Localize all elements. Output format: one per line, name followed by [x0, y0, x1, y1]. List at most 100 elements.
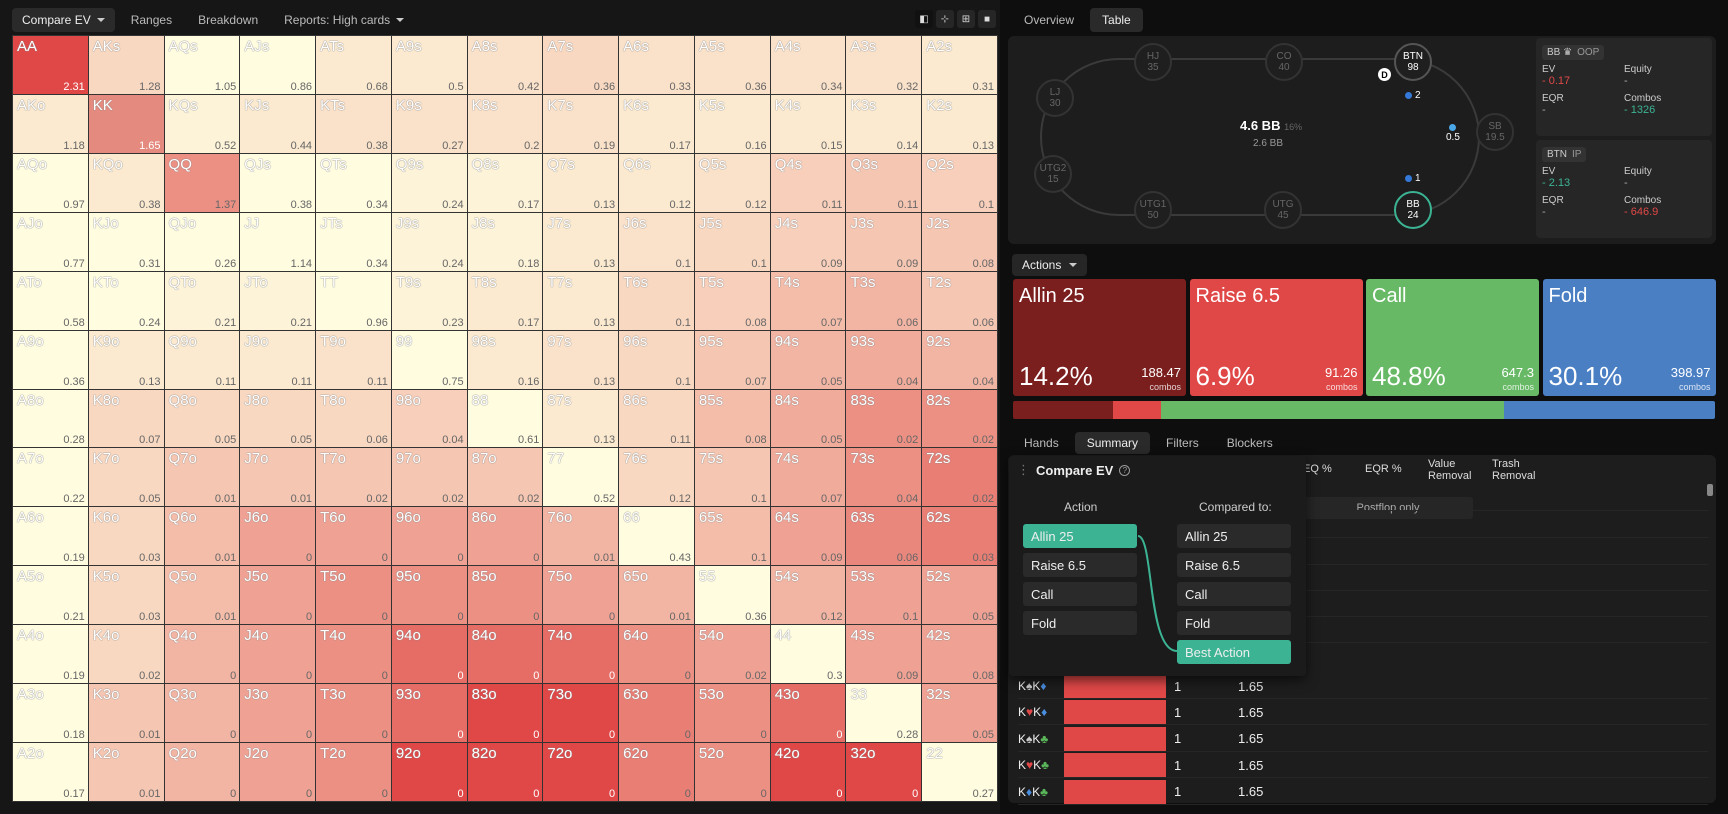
hand-cell[interactable]: Q7o 0.01 — [164, 448, 240, 507]
hand-cell[interactable]: A5s 0.36 — [694, 36, 770, 94]
compare-option[interactable]: Call — [1177, 582, 1291, 606]
compress-icon[interactable]: ⊹ — [936, 10, 954, 28]
seat-utg2[interactable]: UTG2 15 — [1034, 155, 1072, 193]
hand-cell[interactable]: 98o 0.04 — [391, 389, 467, 448]
hand-cell[interactable]: A7o 0.22 — [13, 448, 88, 507]
hand-cell[interactable]: J3s 0.09 — [846, 212, 922, 271]
scrollbar[interactable] — [1707, 484, 1713, 496]
hand-cell[interactable]: KQo 0.38 — [88, 153, 164, 212]
hand-cell[interactable]: 93s 0.04 — [846, 330, 922, 389]
hand-cell[interactable]: K5s 0.16 — [694, 94, 770, 153]
hand-cell[interactable]: T9o 0.11 — [316, 330, 391, 389]
hand-cell[interactable]: Q4s 0.11 — [770, 153, 846, 212]
table-row[interactable]: K♦K♣ 1 1.65 — [1018, 779, 1708, 805]
hand-cell[interactable]: 54s 0.12 — [770, 566, 846, 625]
hand-cell[interactable]: J6o 0 — [240, 507, 316, 566]
hand-cell[interactable]: 52o 0 — [694, 743, 770, 801]
hand-cell[interactable]: AQo 0.97 — [13, 153, 88, 212]
seat-utg[interactable]: UTG 45 — [1264, 191, 1302, 229]
hand-cell[interactable]: KQs 0.52 — [164, 94, 240, 153]
hand-cell[interactable]: 93o 0 — [391, 684, 467, 743]
hand-cell[interactable]: K5o 0.03 — [88, 566, 164, 625]
hand-cell[interactable]: ATs 0.68 — [316, 36, 391, 94]
hand-cell[interactable]: A8o 0.28 — [13, 389, 88, 448]
hand-cell[interactable]: 96s 0.1 — [619, 330, 694, 389]
seat-bb[interactable]: BB 24 — [1394, 191, 1432, 229]
hand-cell[interactable]: Q4o 0 — [164, 625, 240, 684]
hand-cell[interactable]: K9o 0.13 — [88, 330, 164, 389]
hand-cell[interactable]: Q8s 0.17 — [467, 153, 543, 212]
hand-cell[interactable]: K6o 0.03 — [88, 507, 164, 566]
hand-cell[interactable]: 92s 0.04 — [922, 330, 997, 389]
hand-cell[interactable]: AJs 0.86 — [240, 36, 316, 94]
hand-cell[interactable]: A5o 0.21 — [13, 566, 88, 625]
hand-cell[interactable]: J2s 0.08 — [922, 212, 997, 271]
action-card[interactable]: Allin 25 14.2% 188.47 combos — [1013, 279, 1186, 396]
compare-option[interactable]: Fold — [1177, 611, 1291, 635]
hand-cell[interactable]: 42o 0 — [770, 743, 846, 801]
square-icon[interactable]: ■ — [978, 10, 996, 28]
hand-cell[interactable]: T3o 0 — [316, 684, 391, 743]
col-eq[interactable]: EQ % — [1303, 463, 1332, 475]
hand-cell[interactable]: 44 0.3 — [770, 625, 846, 684]
hand-cell[interactable]: 73o 0 — [543, 684, 619, 743]
hand-cell[interactable]: Q2s 0.1 — [922, 153, 997, 212]
hand-cell[interactable]: J7s 0.13 — [543, 212, 619, 271]
hand-cell[interactable]: JJ 1.14 — [240, 212, 316, 271]
hand-cell[interactable]: QJo 0.26 — [164, 212, 240, 271]
hand-cell[interactable]: 82s 0.02 — [922, 389, 997, 448]
hand-cell[interactable]: T9s 0.23 — [391, 271, 467, 330]
hand-cell[interactable]: T3s 0.06 — [846, 271, 922, 330]
hand-cell[interactable]: K7s 0.19 — [543, 94, 619, 153]
hand-cell[interactable]: J2o 0 — [240, 743, 316, 801]
action-card[interactable]: Raise 6.5 6.9% 91.26 combos — [1189, 279, 1363, 396]
hand-cell[interactable]: 87s 0.13 — [543, 389, 619, 448]
hand-cell[interactable]: QQ 1.37 — [164, 153, 240, 212]
hand-cell[interactable]: T2s 0.06 — [922, 271, 997, 330]
hand-cell[interactable]: Q3o 0 — [164, 684, 240, 743]
action-option[interactable]: Call — [1023, 582, 1137, 606]
hand-cell[interactable]: 86s 0.11 — [619, 389, 694, 448]
hand-cell[interactable]: 96o 0 — [391, 507, 467, 566]
hand-cell[interactable]: K7o 0.05 — [88, 448, 164, 507]
hand-cell[interactable]: K8o 0.07 — [88, 389, 164, 448]
hand-cell[interactable]: 83o 0 — [467, 684, 543, 743]
hand-cell[interactable]: 98s 0.16 — [467, 330, 543, 389]
hand-cell[interactable]: T4s 0.07 — [770, 271, 846, 330]
hand-cell[interactable]: 92o 0 — [391, 743, 467, 801]
compare-option[interactable]: Raise 6.5 — [1177, 553, 1291, 577]
compare-option[interactable]: Best Action — [1177, 640, 1291, 664]
hand-cell[interactable]: A4s 0.34 — [770, 36, 846, 94]
hand-cell[interactable]: 88 0.61 — [467, 389, 543, 448]
hand-cell[interactable]: 94s 0.05 — [770, 330, 846, 389]
hand-cell[interactable]: 22 0.27 — [922, 743, 997, 801]
tab-overview[interactable]: Overview — [1024, 13, 1075, 27]
hand-cell[interactable]: K3o 0.01 — [88, 684, 164, 743]
hand-cell[interactable]: A6s 0.33 — [619, 36, 694, 94]
seat-sb[interactable]: SB 19.5 — [1476, 113, 1514, 151]
help-icon[interactable]: ? — [1119, 464, 1131, 476]
hand-cell[interactable]: 86o 0 — [467, 507, 543, 566]
hand-cell[interactable]: J5s 0.1 — [694, 212, 770, 271]
hand-cell[interactable]: Q6o 0.01 — [164, 507, 240, 566]
hand-cell[interactable]: Q2o 0 — [164, 743, 240, 801]
hand-cell[interactable]: A8s 0.42 — [467, 36, 543, 94]
hand-cell[interactable]: K8s 0.2 — [467, 94, 543, 153]
tab-blockers[interactable]: Blockers — [1226, 436, 1273, 450]
hand-cell[interactable]: 73s 0.04 — [846, 448, 922, 507]
hand-cell[interactable]: K3s 0.14 — [846, 94, 922, 153]
hand-cell[interactable]: T6s 0.1 — [619, 271, 694, 330]
action-option[interactable]: Raise 6.5 — [1023, 553, 1137, 577]
hand-cell[interactable]: 65s 0.1 — [694, 507, 770, 566]
hand-cell[interactable]: Q8o 0.05 — [164, 389, 240, 448]
hand-cell[interactable]: 52s 0.05 — [922, 566, 997, 625]
hand-cell[interactable]: 84s 0.05 — [770, 389, 846, 448]
hand-cell[interactable]: T8s 0.17 — [467, 271, 543, 330]
hand-cell[interactable]: KTo 0.24 — [88, 271, 164, 330]
hand-cell[interactable]: 76s 0.12 — [619, 448, 694, 507]
hand-cell[interactable]: A2o 0.17 — [13, 743, 88, 801]
hand-cell[interactable]: T7o 0.02 — [316, 448, 391, 507]
hand-cell[interactable]: 72o 0 — [543, 743, 619, 801]
actions-dropdown[interactable]: Actions — [1012, 254, 1088, 276]
hand-cell[interactable]: Q3s 0.11 — [846, 153, 922, 212]
